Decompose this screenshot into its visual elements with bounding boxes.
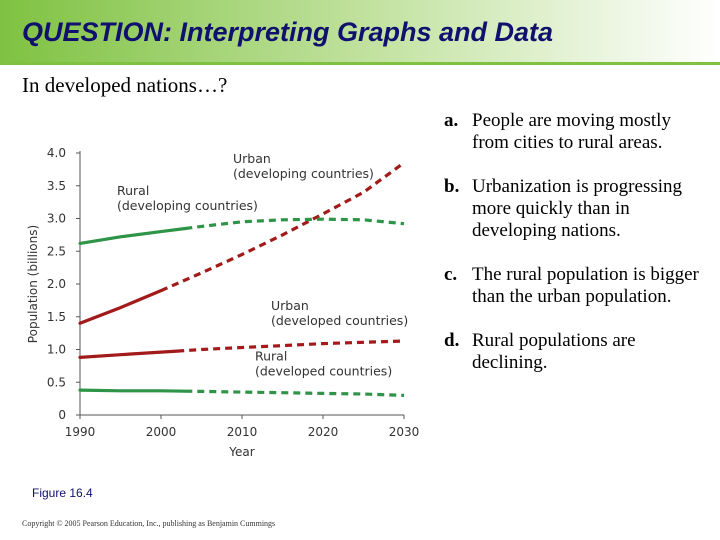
y-tick-label: 2.5 xyxy=(47,244,66,258)
x-tick-label: 2020 xyxy=(308,425,339,439)
x-tick-label: 2000 xyxy=(146,425,177,439)
y-tick-label: 4.0 xyxy=(47,146,66,160)
series-label-urban-developed: Urban (developed countries) xyxy=(271,298,408,328)
series-line-urban-developed-projected xyxy=(177,339,405,353)
copyright-notice: Copyright © 2005 Pearson Education, Inc.… xyxy=(22,519,276,528)
series-label-rural-developed: Rural (developed countries) xyxy=(255,349,392,379)
chart-ticks: 0 0.5 1.0 1.5 2.0 2.5 3.0 3.5 4.0 1990 2000 2010 202… xyxy=(26,146,419,459)
answer-choice-c[interactable]: c. The rural population is bigger than t… xyxy=(444,264,712,308)
title-divider xyxy=(0,62,720,65)
answer-letter: d. xyxy=(444,330,460,351)
series-line-urban-developing-projected xyxy=(160,161,405,293)
answer-text: Urbanization is progressing more quickly… xyxy=(472,176,683,241)
series-label-urban-developing: Urban (developing countries) xyxy=(233,151,374,181)
question-prompt: In developed nations…? xyxy=(22,73,228,97)
y-tick-label: 0.5 xyxy=(47,375,66,389)
answer-letter: a. xyxy=(444,110,459,131)
series-line-rural-developed-observed xyxy=(78,388,187,393)
series-line-urban-developed-observed xyxy=(78,349,179,359)
y-axis-label: Population (billions) xyxy=(26,225,40,343)
series-label-rural-developing: Rural (developing countries) xyxy=(117,183,258,213)
x-axis-label: Year xyxy=(228,445,254,459)
x-tick-label: 2030 xyxy=(389,425,420,439)
y-tick-label: 0 xyxy=(58,408,66,422)
answer-text: People are moving mostly from cities to … xyxy=(472,110,671,153)
population-line-chart: 0 0.5 1.0 1.5 2.0 2.5 3.0 3.5 4.0 1990 2000 2010 202… xyxy=(26,146,419,459)
y-tick-label: 3.0 xyxy=(47,212,66,226)
chart-series xyxy=(78,161,405,397)
series-line-rural-developed-projected xyxy=(185,389,405,397)
title-bar xyxy=(0,0,720,62)
chart-series-labels: Urban (developing countries)Rural (develop… xyxy=(117,151,408,379)
x-tick-label: 2010 xyxy=(227,425,258,439)
x-tick-label: 1990 xyxy=(65,425,96,439)
answer-choice-a[interactable]: a. People are moving mostly from cities … xyxy=(444,110,712,154)
answer-choices: a. People are moving mostly from cities … xyxy=(444,110,712,396)
answer-letter: c. xyxy=(444,264,458,285)
answer-letter: b. xyxy=(444,176,460,197)
answer-text: The rural population is bigger than the … xyxy=(472,264,699,307)
page-title: QUESTION: Interpreting Graphs and Data xyxy=(22,17,554,47)
series-line-urban-developing-observed xyxy=(78,289,163,325)
answer-text: Rural populations are declining. xyxy=(472,330,636,373)
y-tick-label: 1.5 xyxy=(47,310,66,324)
answer-choice-d[interactable]: d. Rural populations are declining. xyxy=(444,330,712,374)
series-line-rural-developing-observed xyxy=(78,226,187,245)
figure-caption: Figure 16.4 xyxy=(32,486,93,500)
y-tick-label: 1.0 xyxy=(47,343,66,357)
y-tick-label: 2.0 xyxy=(47,277,66,291)
answer-choice-b[interactable]: b. Urbanization is progressing more quic… xyxy=(444,176,712,242)
series-line-rural-developing-projected xyxy=(185,217,405,231)
y-tick-label: 3.5 xyxy=(47,179,66,193)
